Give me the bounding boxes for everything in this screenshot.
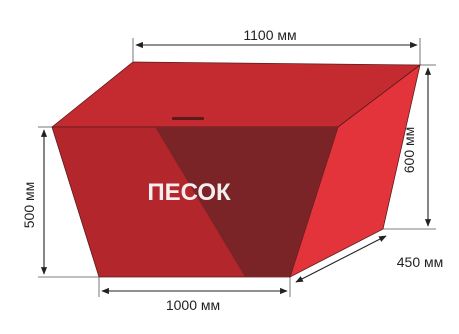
dimension-top-length: 1100 мм [132,27,421,65]
dimension-bottom-length: 1000 мм [98,277,291,313]
back-height-label: 600 мм [401,127,417,174]
lid-handle [172,117,204,120]
depth-label: 450 мм [397,254,444,270]
depth-arrow [295,235,387,283]
top-length-label: 1100 мм [243,27,296,43]
dimension-back-height: 600 мм [383,64,436,230]
dimension-front-height: 500 мм [21,126,99,278]
sand-bin: ПЕСОК [50,61,422,278]
bottom-length-label: 1000 мм [166,297,220,313]
front-height-label: 500 мм [21,182,37,229]
bin-front-shadow [155,127,338,277]
bin-label: ПЕСОК [147,179,231,206]
dimension-depth: 450 мм [295,235,444,283]
